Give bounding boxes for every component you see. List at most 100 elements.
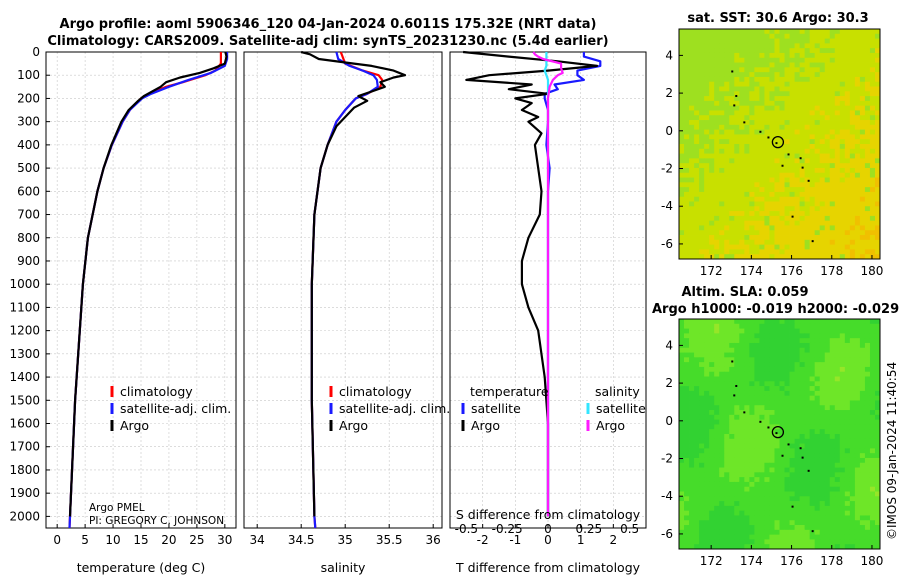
map-cell	[689, 115, 695, 121]
map-cell	[759, 362, 765, 368]
map-cell	[799, 201, 806, 207]
map-cell	[714, 148, 720, 154]
y-tick-label: 1200	[9, 324, 40, 338]
map-cell	[789, 196, 795, 202]
map-cell	[819, 424, 826, 430]
map-cell	[789, 491, 795, 497]
map-cell	[844, 477, 851, 483]
map-cell	[689, 405, 695, 411]
map-cell	[689, 167, 695, 174]
map-cell	[819, 429, 826, 435]
map-cell	[704, 96, 710, 102]
map-cell	[769, 544, 775, 550]
map-cell	[789, 520, 795, 526]
map-cell	[814, 139, 821, 145]
map-cell	[854, 501, 861, 507]
map-cell	[694, 419, 700, 425]
map-cell	[839, 206, 846, 212]
map-cell	[689, 486, 695, 492]
map-cell	[874, 319, 881, 325]
map-cell	[849, 163, 856, 169]
y-tick-label: 2	[665, 86, 673, 100]
map-cell	[789, 424, 795, 430]
map-cell	[704, 182, 710, 188]
map-cell	[854, 134, 861, 140]
map-cell	[874, 390, 881, 397]
map-cell	[744, 115, 750, 121]
map-cell	[729, 443, 735, 449]
map-cell	[829, 534, 836, 540]
map-cell	[829, 91, 836, 97]
map-cell	[734, 239, 740, 246]
map-cell	[699, 501, 705, 507]
map-cell	[759, 333, 765, 339]
map-cell	[724, 72, 730, 78]
map-cell	[754, 319, 760, 325]
map-cell	[809, 62, 816, 68]
map-cell	[849, 544, 856, 550]
map-cell	[724, 414, 730, 421]
map-cell	[839, 515, 846, 521]
map-cell	[729, 163, 735, 169]
map-cell	[869, 342, 876, 349]
map-cell	[869, 81, 876, 87]
map-cell	[684, 215, 690, 222]
map-cell	[739, 501, 745, 507]
map-cell	[709, 323, 715, 329]
map-cell	[744, 467, 750, 473]
map-cell	[794, 477, 801, 483]
map-cell	[814, 338, 821, 344]
map-cell	[679, 381, 685, 387]
map-cell	[689, 400, 695, 406]
map-cell	[699, 467, 705, 473]
map-cell	[819, 520, 826, 526]
map-cell	[779, 539, 785, 545]
map-cell	[769, 438, 775, 444]
map-cell	[699, 239, 705, 246]
map-cell	[704, 148, 710, 154]
map-cell	[754, 405, 760, 411]
map-cell	[749, 38, 755, 44]
map-cell	[749, 347, 755, 353]
map-cell	[829, 505, 836, 512]
map-cell	[804, 81, 811, 87]
map-cell	[814, 206, 821, 212]
map-cell	[769, 520, 775, 526]
map-cell	[784, 29, 790, 35]
map-cell	[764, 110, 770, 116]
map-cell	[814, 187, 821, 193]
map-cell	[754, 477, 760, 483]
map-cell	[784, 249, 790, 255]
map-cell	[859, 376, 866, 382]
map-cell	[759, 239, 765, 246]
map-cell	[784, 110, 790, 116]
map-cell	[849, 491, 856, 497]
map-cell	[869, 177, 876, 183]
map-cell	[834, 254, 841, 260]
map-cell	[734, 529, 740, 536]
map-cell	[679, 220, 685, 226]
map-cell	[809, 371, 816, 377]
map-cell	[734, 395, 740, 401]
map-cell	[704, 525, 710, 531]
map-cell	[849, 381, 856, 387]
map-cell	[824, 342, 831, 349]
map-cell	[739, 534, 745, 540]
map-cell	[724, 515, 730, 521]
map-cell	[839, 472, 846, 478]
map-cell	[744, 462, 750, 468]
map-cell	[719, 510, 725, 516]
map-cell	[784, 539, 790, 545]
map-cell	[864, 72, 871, 78]
map-cell	[834, 520, 841, 526]
map-cell	[844, 105, 851, 111]
map-cell	[734, 481, 740, 488]
map-cell	[844, 91, 851, 97]
map-cell	[814, 390, 821, 397]
map-cell	[789, 100, 795, 107]
s-tick-label: 0.5	[620, 522, 639, 536]
map-cell	[789, 148, 795, 154]
map-cell	[729, 249, 735, 255]
map-cell	[739, 467, 745, 473]
map-cell	[759, 235, 765, 241]
